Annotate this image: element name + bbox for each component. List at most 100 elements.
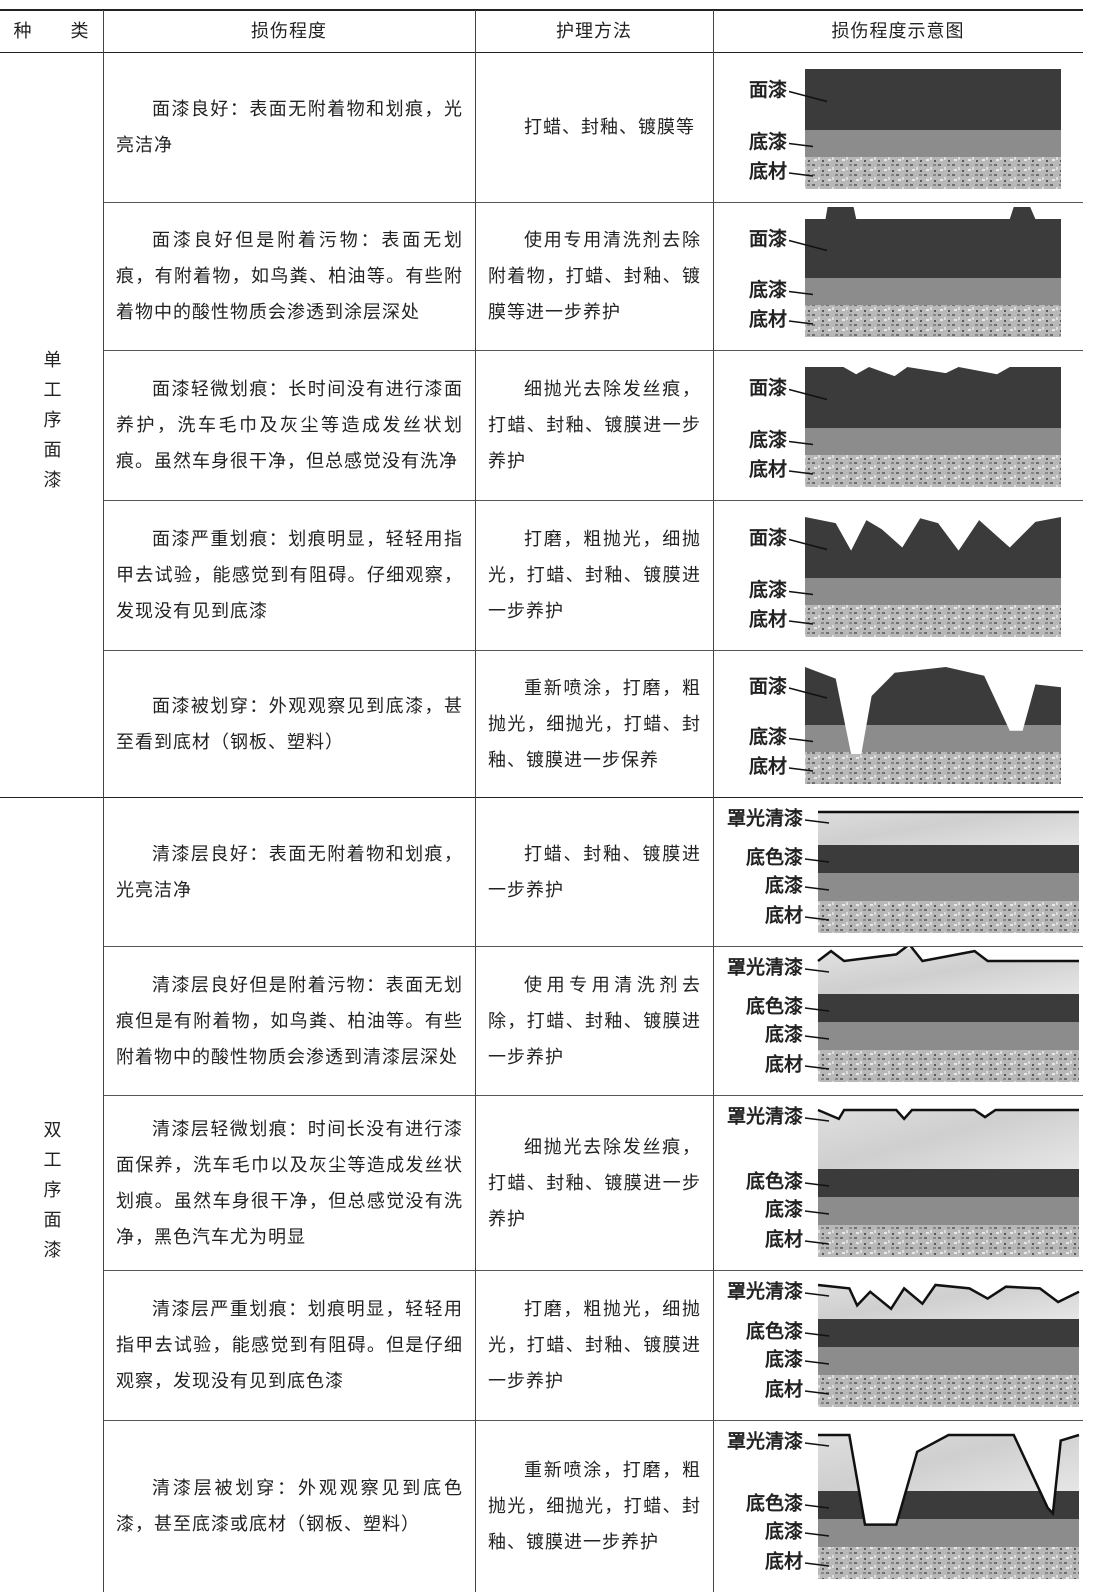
layer-label: 底漆 bbox=[765, 873, 803, 896]
layer-label: 底漆 bbox=[765, 1022, 803, 1045]
layer-label: 底漆 bbox=[749, 428, 787, 451]
damage-text: 清漆层良好但是附着污物：表面无划痕但是有附着物，如鸟粪、柏油等。有些附着物中的酸… bbox=[103, 946, 475, 1095]
layer-label: 底色漆 bbox=[746, 1319, 803, 1342]
layer-label: 底材 bbox=[765, 1052, 803, 1075]
layer-label: 底漆 bbox=[765, 1197, 803, 1220]
layer bbox=[818, 1319, 1079, 1347]
column-rule bbox=[103, 10, 104, 1592]
damage-text: 清漆层轻微划痕：时间长没有进行漆面保养，洗车毛巾以及灰尘等造成发丝状划痕。虽然车… bbox=[103, 1095, 475, 1270]
layer-label: 底漆 bbox=[765, 1347, 803, 1370]
layer bbox=[818, 1022, 1079, 1050]
layer-label: 底漆 bbox=[749, 278, 787, 301]
layer-label: 罩光清漆 bbox=[727, 806, 803, 829]
damage-text: 面漆良好：表面无附着物和划痕，光亮洁净 bbox=[103, 52, 475, 202]
header-text: 损伤程度 bbox=[251, 13, 327, 49]
layer bbox=[818, 1491, 1079, 1519]
layer-label: 底漆 bbox=[749, 578, 787, 601]
damage-text: 面漆严重划痕：划痕明显，轻轻用指甲去试验，能感觉到有阻碍。仔细观察，发现没有见到… bbox=[103, 500, 475, 650]
damage-text: 面漆被划穿：外观观察见到底漆，甚至看到底材（钢板、塑料） bbox=[103, 650, 475, 797]
care-text: 使用专用清洗剂去除，打蜡、封釉、镀膜进一步养护 bbox=[475, 946, 713, 1095]
surface-mask bbox=[818, 798, 1079, 812]
layer-label: 底色漆 bbox=[746, 994, 803, 1017]
care-text: 打磨，粗抛光，细抛光，打蜡、封釉、镀膜进一步养护 bbox=[475, 500, 713, 650]
layer bbox=[818, 1347, 1079, 1375]
layer-label: 底材 bbox=[765, 1549, 803, 1572]
layer-label: 面漆 bbox=[749, 376, 787, 399]
group-name: 双工序面漆 bbox=[34, 1120, 70, 1270]
page: 种 类 损伤程度 护理方法 损伤程度示意图单工序面漆 面漆良好：表面无附着物和划痕，光亮… bbox=[0, 0, 1099, 1592]
layer-label: 底色漆 bbox=[746, 845, 803, 868]
layer-label: 罩光清漆 bbox=[727, 1279, 803, 1302]
layer bbox=[818, 1169, 1079, 1197]
group-cell: 双工序面漆 bbox=[0, 797, 103, 1592]
header-cell: 种 类 bbox=[0, 10, 103, 52]
header-text: 护理方法 bbox=[556, 13, 632, 49]
layer-diagram: 罩光清漆底色漆底漆底材 bbox=[713, 1421, 1083, 1591]
layer-label: 面漆 bbox=[749, 227, 787, 250]
layer-label: 罩光清漆 bbox=[727, 1429, 803, 1452]
layer bbox=[805, 428, 1061, 455]
layer bbox=[805, 130, 1061, 157]
care-text: 细抛光去除发丝痕，打蜡、封釉、镀膜进一步养护 bbox=[475, 350, 713, 500]
header-cell: 损伤程度 bbox=[103, 10, 475, 52]
layer bbox=[805, 455, 1061, 487]
layer bbox=[818, 1547, 1079, 1579]
layer-label: 底材 bbox=[749, 457, 787, 480]
care-text: 重新喷涂，打磨，粗抛光，细抛光，打蜡、封釉、镀膜进一步保养 bbox=[475, 650, 713, 797]
layer bbox=[818, 845, 1079, 873]
layer-label: 面漆 bbox=[749, 78, 787, 101]
layer bbox=[818, 1225, 1079, 1257]
layer-label: 底色漆 bbox=[746, 1491, 803, 1514]
layer-diagram: 罩光清漆底色漆底漆底材 bbox=[713, 1271, 1083, 1419]
layer-label: 底材 bbox=[765, 1227, 803, 1250]
care-text: 重新喷涂，打磨，粗抛光，细抛光，打蜡、封釉、镀膜进一步养护 bbox=[475, 1420, 713, 1592]
care-text: 使用专用清洗剂去除附着物，打蜡、封釉、镀膜等进一步养护 bbox=[475, 202, 713, 350]
header-cell: 损伤程度示意图 bbox=[713, 10, 1083, 52]
care-text: 打蜡、封釉、镀膜进一步养护 bbox=[475, 797, 713, 946]
layer-label: 底漆 bbox=[749, 725, 787, 748]
layer bbox=[818, 1519, 1079, 1547]
layer bbox=[805, 305, 1061, 337]
layer-label: 底材 bbox=[765, 903, 803, 926]
layer-label: 底色漆 bbox=[746, 1169, 803, 1192]
care-text: 打磨，粗抛光，细抛光，打蜡、封釉、镀膜进一步养护 bbox=[475, 1270, 713, 1420]
layer bbox=[805, 605, 1061, 637]
layer-label: 罩光清漆 bbox=[727, 1104, 803, 1127]
layer bbox=[818, 901, 1079, 933]
layer-label: 底材 bbox=[749, 607, 787, 630]
damage-text: 清漆层良好：表面无附着物和划痕，光亮洁净 bbox=[103, 797, 475, 946]
layer bbox=[818, 1197, 1079, 1225]
group-name: 单工序面漆 bbox=[34, 350, 70, 500]
layer bbox=[805, 157, 1061, 189]
layer bbox=[818, 1050, 1079, 1082]
layer bbox=[818, 994, 1079, 1022]
layer-label: 面漆 bbox=[749, 674, 787, 697]
layer-label: 底材 bbox=[749, 159, 787, 182]
care-text: 打蜡、封釉、镀膜等 bbox=[475, 52, 713, 202]
layer bbox=[805, 578, 1061, 605]
group-cell: 单工序面漆 bbox=[0, 52, 103, 797]
damage-text: 清漆层严重划痕：划痕明显，轻轻用指甲去试验，能感觉到有阻碍。但是仔细观察，发现没… bbox=[103, 1270, 475, 1420]
damage-text: 清漆层被划穿：外观观察见到底色漆，甚至底漆或底材（钢板、塑料） bbox=[103, 1420, 475, 1592]
header-cell: 护理方法 bbox=[475, 10, 713, 52]
layer bbox=[805, 752, 1061, 784]
layer-label: 底漆 bbox=[765, 1519, 803, 1542]
layer-label: 底材 bbox=[765, 1377, 803, 1400]
surface-mask bbox=[805, 53, 1061, 69]
layer bbox=[805, 278, 1061, 305]
layer-label: 面漆 bbox=[749, 526, 787, 549]
rule bbox=[0, 9, 1083, 11]
column-rule bbox=[475, 10, 476, 1592]
care-text: 细抛光去除发丝痕，打蜡、封釉、镀膜进一步养护 bbox=[475, 1095, 713, 1270]
layer bbox=[818, 1375, 1079, 1407]
damage-text: 面漆轻微划痕：长时间没有进行漆面养护，洗车毛巾及灰尘等造成发丝状划痕。虽然车身很… bbox=[103, 350, 475, 500]
layer-label: 罩光清漆 bbox=[727, 955, 803, 978]
layer-label: 底材 bbox=[749, 307, 787, 330]
damage-text: 面漆良好但是附着污物：表面无划痕，有附着物，如鸟粪、柏油等。有些附着物中的酸性物… bbox=[103, 202, 475, 350]
